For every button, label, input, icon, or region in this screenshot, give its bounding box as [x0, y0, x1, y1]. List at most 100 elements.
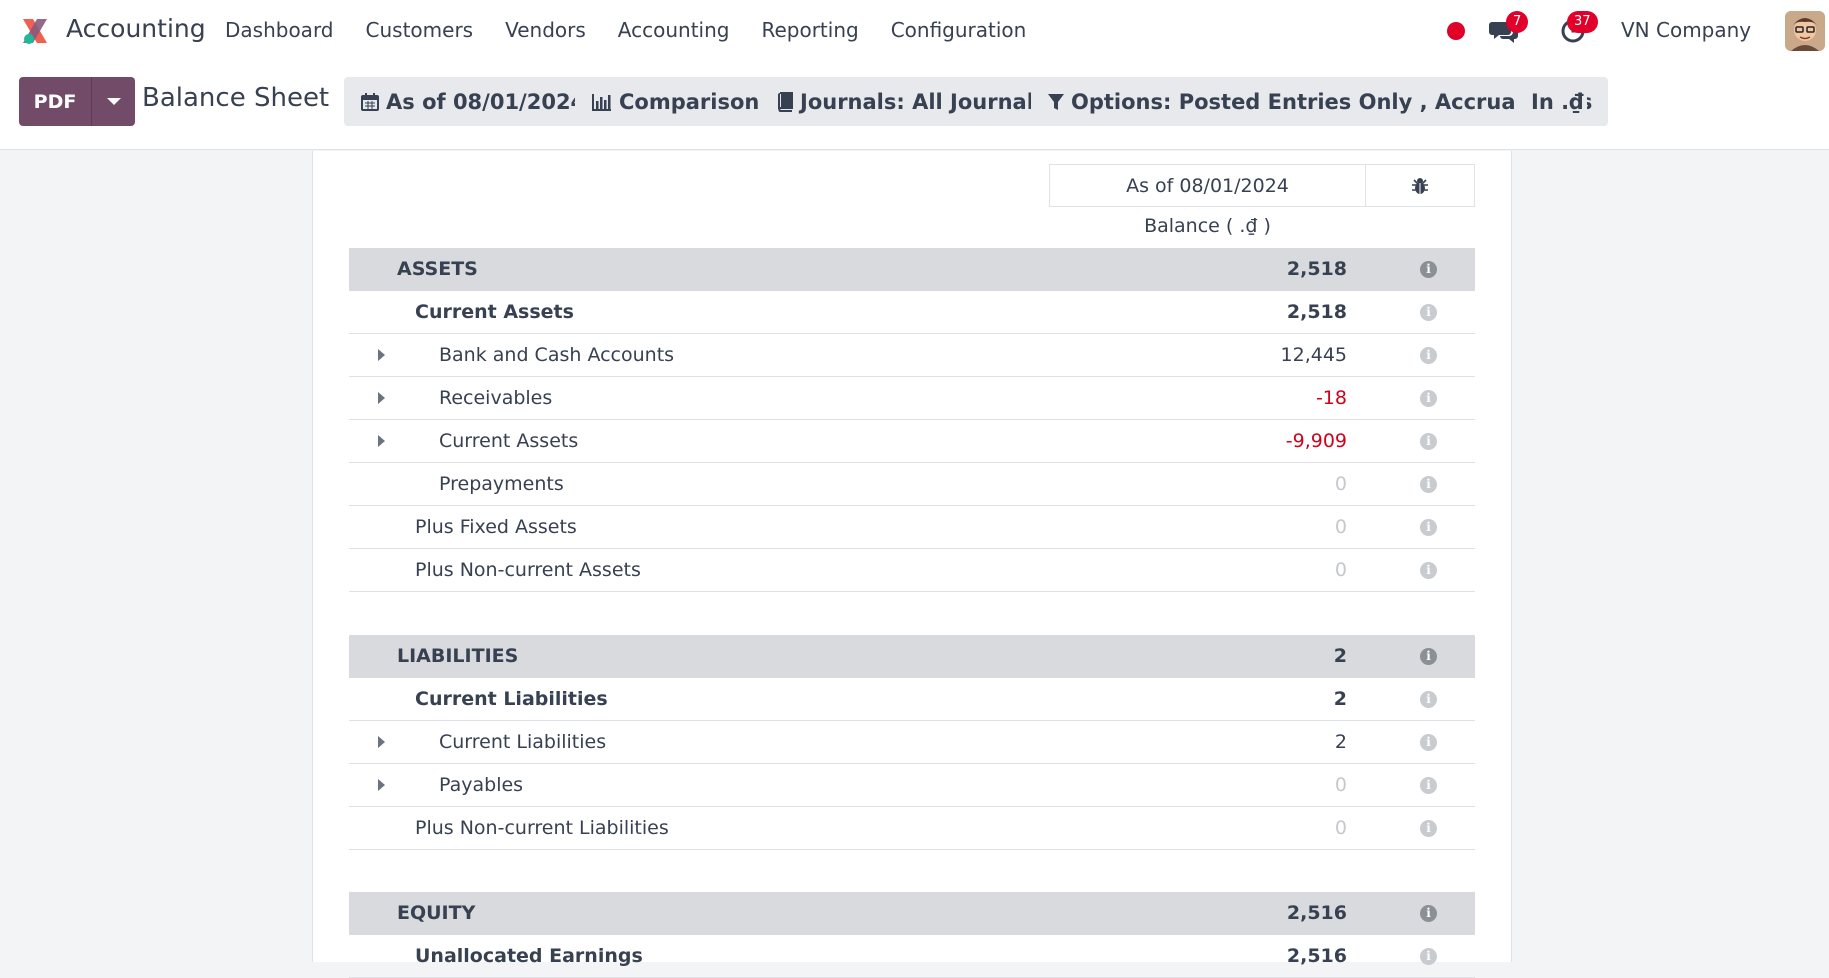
info-icon[interactable]: i — [1420, 648, 1437, 665]
report-line-fixed-assets[interactable]: Plus Fixed Assets 0 i — [349, 506, 1475, 549]
report-line-payables[interactable]: Payables 0 i — [349, 764, 1475, 807]
report-line-non-current-liabilities[interactable]: Plus Non-current Liabilities 0 i — [349, 807, 1475, 850]
app-name[interactable]: Accounting — [66, 14, 206, 43]
activities-badge: 37 — [1567, 11, 1598, 33]
info-icon[interactable]: i — [1420, 390, 1437, 407]
messages-badge: 7 — [1506, 11, 1529, 33]
accounting-app-icon[interactable] — [19, 15, 51, 47]
caret-down-icon — [106, 98, 121, 105]
report-line-unallocated-earnings[interactable]: Unallocated Earnings 2,516 i — [349, 935, 1475, 978]
report-sheet: As of 08/01/2024 Balance ( .₫ ) ASSETS 2… — [312, 151, 1512, 978]
line-value: 0 — [1334, 473, 1347, 495]
info-icon[interactable]: i — [1420, 433, 1437, 450]
line-label: Payables — [439, 774, 524, 796]
top-navbar: Accounting Dashboard Customers Vendors A… — [0, 0, 1829, 62]
menu-vendors[interactable]: Vendors — [505, 18, 586, 42]
line-label: Current Liabilities — [415, 688, 608, 710]
line-value: 0 — [1334, 774, 1347, 796]
info-icon[interactable]: i — [1420, 905, 1437, 922]
expand-caret-icon[interactable] — [378, 349, 385, 361]
line-label: LIABILITIES — [397, 645, 519, 667]
info-icon[interactable]: i — [1420, 347, 1437, 364]
line-value: 2,516 — [1286, 945, 1347, 967]
line-value: 0 — [1334, 516, 1347, 538]
options-filter-label: Options: Posted Entries Only , Accrual B… — [1071, 89, 1593, 114]
currency-filter-button[interactable]: In .₫ — [1515, 77, 1587, 126]
report-line-equity[interactable]: EQUITY 2,516 i — [349, 892, 1475, 935]
page-title: Balance Sheet — [142, 83, 330, 113]
report-line-current-assets-detail[interactable]: Current Assets -9,909 i — [349, 420, 1475, 463]
expand-caret-icon[interactable] — [378, 392, 385, 404]
line-label: Prepayments — [439, 473, 564, 495]
line-label: Current Assets — [439, 430, 579, 452]
systray: 7 37 VN Company — [1409, 0, 1829, 62]
report-line-current-liabilities-detail[interactable]: Current Liabilities 2 i — [349, 721, 1475, 764]
info-icon[interactable]: i — [1420, 304, 1437, 321]
info-icon[interactable]: i — [1420, 476, 1437, 493]
expand-caret-icon[interactable] — [378, 736, 385, 748]
expand-caret-icon[interactable] — [378, 779, 385, 791]
info-icon[interactable]: i — [1420, 519, 1437, 536]
info-icon[interactable]: i — [1420, 820, 1437, 837]
company-switcher[interactable]: VN Company — [1621, 18, 1752, 42]
line-label: Plus Non-current Liabilities — [415, 817, 669, 839]
report-line-current-liabilities[interactable]: Current Liabilities 2 i — [349, 678, 1475, 721]
line-label: EQUITY — [397, 902, 476, 924]
line-value: 0 — [1334, 817, 1347, 839]
info-icon[interactable]: i — [1420, 948, 1437, 965]
report-line-assets[interactable]: ASSETS 2,518 i — [349, 248, 1475, 291]
line-value: 2,518 — [1286, 258, 1347, 280]
line-value: 2,518 — [1286, 301, 1347, 323]
line-value: 2 — [1333, 688, 1347, 710]
journals-filter-label: Journals: All Journals — [800, 89, 1047, 114]
info-icon[interactable]: i — [1420, 691, 1437, 708]
menu-customers[interactable]: Customers — [365, 18, 474, 42]
comparison-filter-button[interactable]: Comparison — [575, 77, 776, 126]
expand-caret-icon[interactable] — [378, 435, 385, 447]
info-icon[interactable]: i — [1420, 562, 1437, 579]
menu-accounting[interactable]: Accounting — [617, 18, 730, 42]
line-label: Current Assets — [415, 301, 574, 323]
report-line-receivables[interactable]: Receivables -18 i — [349, 377, 1475, 420]
menu-dashboard[interactable]: Dashboard — [225, 18, 334, 42]
line-label: Unallocated Earnings — [415, 945, 643, 967]
report-line-liabilities[interactable]: LIABILITIES 2 i — [349, 635, 1475, 678]
line-value: 2,516 — [1286, 902, 1347, 924]
menu-configuration[interactable]: Configuration — [890, 18, 1027, 42]
line-label: Bank and Cash Accounts — [439, 344, 675, 366]
line-value: 2 — [1333, 645, 1347, 667]
report-line-current-assets[interactable]: Current Assets 2,518 i — [349, 291, 1475, 334]
calendar-icon — [361, 92, 379, 111]
line-label: Receivables — [439, 387, 553, 409]
report-line-prepayments[interactable]: Prepayments 0 i — [349, 463, 1475, 506]
pdf-button-group: PDF — [19, 77, 135, 126]
column-header-date: As of 08/01/2024 — [1049, 164, 1366, 207]
line-value: 0 — [1334, 559, 1347, 581]
line-value: 12,445 — [1280, 344, 1347, 366]
options-filter-button[interactable]: Options: Posted Entries Only , Accrual B… — [1031, 77, 1609, 126]
line-value: 2 — [1334, 731, 1347, 753]
export-dropdown-toggle[interactable] — [91, 77, 135, 126]
bar-chart-icon — [592, 93, 611, 111]
menu-reporting[interactable]: Reporting — [761, 18, 859, 42]
debug-column-header[interactable] — [1365, 164, 1475, 207]
info-icon[interactable]: i — [1420, 261, 1437, 278]
line-value: -18 — [1315, 387, 1347, 409]
line-label: Plus Non-current Assets — [415, 559, 641, 581]
line-label: Current Liabilities — [439, 731, 607, 753]
status-dot-icon[interactable] — [1447, 22, 1465, 40]
user-avatar[interactable] — [1785, 11, 1825, 51]
book-icon — [778, 91, 793, 112]
line-label: Plus Fixed Assets — [415, 516, 577, 538]
line-label: ASSETS — [397, 258, 478, 280]
info-icon[interactable]: i — [1420, 777, 1437, 794]
report-line-non-current-assets[interactable]: Plus Non-current Assets 0 i — [349, 549, 1475, 592]
main-menu: Dashboard Customers Vendors Accounting R… — [225, 18, 1058, 42]
info-icon[interactable]: i — [1420, 734, 1437, 751]
control-panel: PDF Balance Sheet As of 08/01/2024 Compa… — [0, 62, 1829, 150]
line-value: -9,909 — [1285, 430, 1347, 452]
pdf-button[interactable]: PDF — [19, 77, 91, 126]
date-filter-button[interactable]: As of 08/01/2024 — [344, 77, 602, 126]
report-line-bank-cash[interactable]: Bank and Cash Accounts 12,445 i — [349, 334, 1475, 377]
journals-filter-button[interactable]: Journals: All Journals — [760, 77, 1063, 126]
